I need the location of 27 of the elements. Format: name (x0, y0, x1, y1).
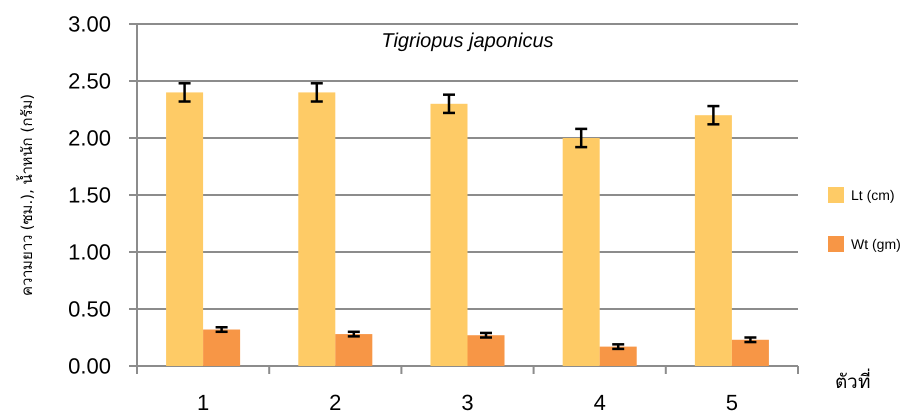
y-axis-title: ความยาว (ซม.), น้ำหนัก (กรัม) (16, 94, 36, 296)
y-tick-label: 1.00 (68, 240, 111, 264)
x-tick-label: 3 (461, 390, 474, 415)
x-axis-title: ตัวที่ (835, 368, 871, 393)
legend-label: Wt (gm) (851, 236, 901, 252)
x-tick-label: 5 (726, 390, 738, 415)
bar (203, 330, 240, 366)
y-tick-label: 1.50 (68, 182, 111, 208)
bar (562, 138, 600, 366)
chart-title: Tigriopus japonicus (381, 30, 554, 52)
bar (430, 104, 468, 366)
y-tick-label: 3.00 (68, 12, 111, 36)
bar (468, 335, 505, 366)
bar (732, 340, 769, 366)
x-tick-label: 4 (594, 390, 606, 415)
bar (335, 334, 372, 366)
y-tick-label: 0.00 (68, 354, 111, 378)
x-tick-label: 1 (196, 390, 210, 415)
bar (298, 92, 336, 366)
bar (600, 346, 637, 366)
y-tick-label: 0.50 (68, 296, 111, 322)
y-tick-label: 2.50 (68, 68, 111, 94)
bar (694, 115, 732, 366)
bar (166, 92, 204, 366)
x-tick-label: 2 (329, 390, 342, 415)
y-tick-label: 2.00 (68, 126, 111, 150)
legend-label: Lt (cm) (851, 187, 895, 203)
